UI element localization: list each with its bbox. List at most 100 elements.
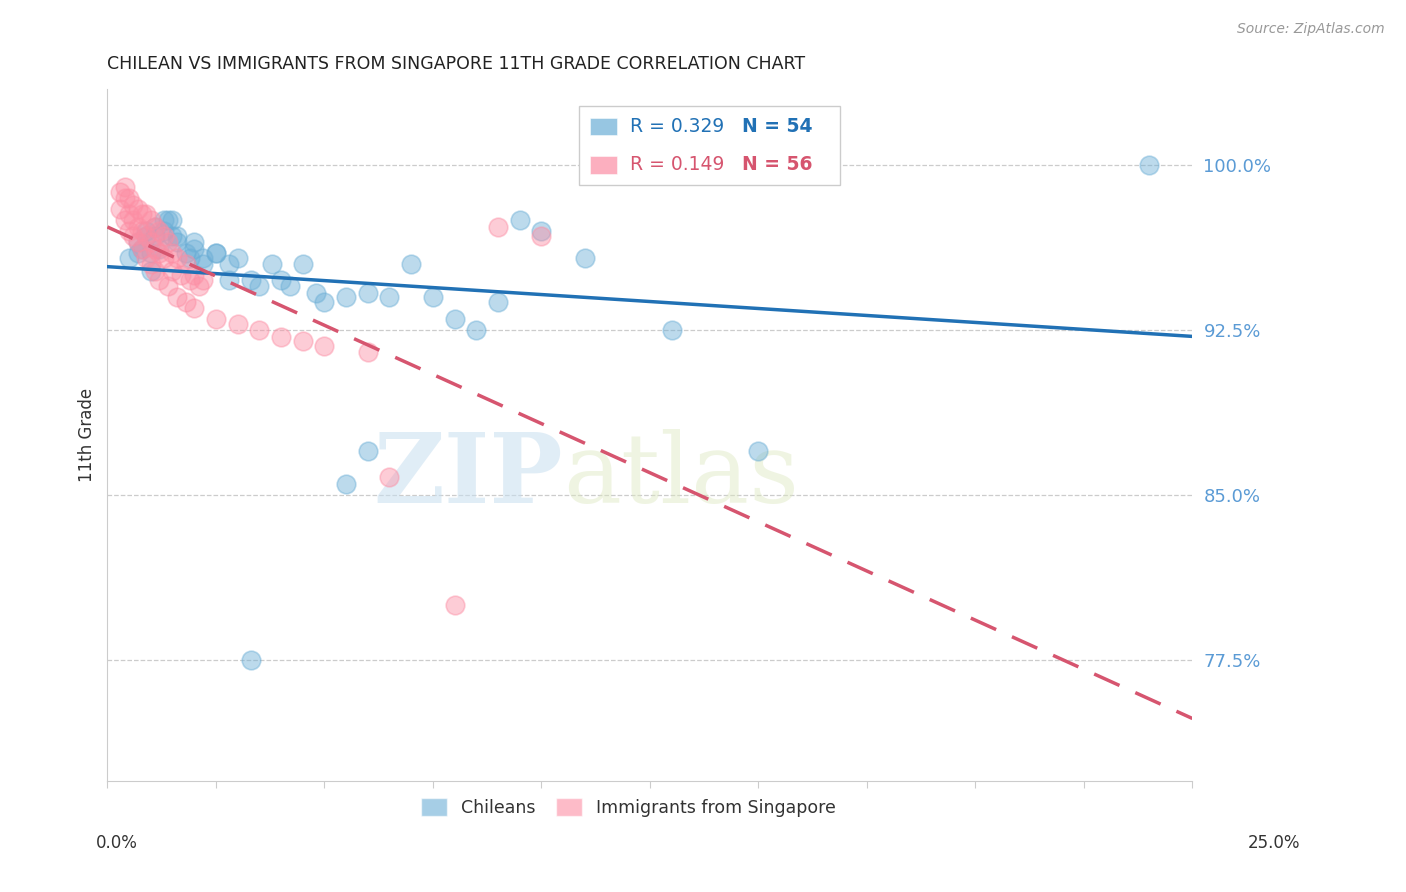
Point xyxy=(135,207,157,221)
Point xyxy=(262,257,284,271)
Point xyxy=(183,268,205,283)
Text: R = 0.149: R = 0.149 xyxy=(630,155,724,174)
Point xyxy=(357,444,380,458)
Point xyxy=(335,477,357,491)
Point xyxy=(191,257,214,271)
Point xyxy=(143,242,166,256)
Point xyxy=(135,224,157,238)
Point xyxy=(183,242,205,256)
Point xyxy=(162,228,184,243)
Point xyxy=(153,224,176,238)
Point xyxy=(226,251,249,265)
Point xyxy=(118,251,141,265)
Point xyxy=(218,257,240,271)
Point xyxy=(139,213,162,227)
Point xyxy=(110,202,132,217)
Point xyxy=(747,444,769,458)
Point xyxy=(131,224,153,238)
FancyBboxPatch shape xyxy=(579,106,839,186)
Point xyxy=(118,224,141,238)
Point xyxy=(122,213,145,227)
Point xyxy=(174,294,197,309)
Point xyxy=(153,213,176,227)
Point xyxy=(153,251,176,265)
Point xyxy=(247,279,270,293)
Point xyxy=(135,228,157,243)
Point xyxy=(191,251,214,265)
Point xyxy=(465,323,488,337)
Point xyxy=(114,213,136,227)
Text: ZIP: ZIP xyxy=(374,429,562,523)
Point xyxy=(127,219,149,234)
Point xyxy=(1137,159,1160,173)
Point xyxy=(218,273,240,287)
Point xyxy=(139,257,162,271)
Point xyxy=(127,235,149,250)
FancyBboxPatch shape xyxy=(591,156,617,174)
Point xyxy=(170,268,193,283)
Point xyxy=(135,228,157,243)
Point xyxy=(378,290,401,304)
Point xyxy=(166,228,188,243)
Point xyxy=(314,294,336,309)
Text: Source: ZipAtlas.com: Source: ZipAtlas.com xyxy=(1237,22,1385,37)
Text: CHILEAN VS IMMIGRANTS FROM SINGAPORE 11TH GRADE CORRELATION CHART: CHILEAN VS IMMIGRANTS FROM SINGAPORE 11T… xyxy=(107,55,806,73)
Point xyxy=(157,235,180,250)
Point xyxy=(143,219,166,234)
Point xyxy=(114,180,136,194)
Point xyxy=(131,242,153,256)
Point xyxy=(148,273,170,287)
Point xyxy=(148,242,170,256)
Point xyxy=(205,246,228,260)
Point xyxy=(239,273,262,287)
Point xyxy=(166,251,188,265)
Point xyxy=(314,338,336,352)
Point xyxy=(486,294,509,309)
Point xyxy=(143,228,166,243)
Point xyxy=(166,290,188,304)
Point xyxy=(530,224,553,238)
Point xyxy=(157,213,180,227)
Point xyxy=(143,264,166,278)
Point xyxy=(305,285,328,300)
Text: atlas: atlas xyxy=(562,429,799,523)
Point xyxy=(118,207,141,221)
Point xyxy=(486,219,509,234)
Text: N = 56: N = 56 xyxy=(742,155,813,174)
Point xyxy=(443,312,465,326)
Point xyxy=(127,202,149,217)
Point xyxy=(127,246,149,260)
Point xyxy=(148,246,170,260)
Point xyxy=(179,273,201,287)
Point xyxy=(187,279,209,293)
Point xyxy=(183,235,205,250)
Point xyxy=(122,228,145,243)
Point xyxy=(335,290,357,304)
Point xyxy=(162,264,184,278)
Point xyxy=(162,213,184,227)
Point xyxy=(153,228,176,243)
Point xyxy=(530,228,553,243)
Point xyxy=(166,235,188,250)
Point xyxy=(143,219,166,234)
Point xyxy=(422,290,444,304)
Point xyxy=(357,345,380,359)
Text: 25.0%: 25.0% xyxy=(1249,834,1301,852)
Point xyxy=(270,330,292,344)
Point xyxy=(205,246,228,260)
Point xyxy=(270,273,292,287)
Point xyxy=(135,251,157,265)
Point xyxy=(139,235,162,250)
Point xyxy=(110,185,132,199)
Point xyxy=(399,257,422,271)
Point xyxy=(291,257,314,271)
Point xyxy=(174,257,197,271)
Point xyxy=(139,264,162,278)
Point xyxy=(118,191,141,205)
Y-axis label: 11th Grade: 11th Grade xyxy=(79,387,96,482)
Point xyxy=(139,246,162,260)
Point xyxy=(131,207,153,221)
Legend: Chileans, Immigrants from Singapore: Chileans, Immigrants from Singapore xyxy=(413,791,842,824)
Text: R = 0.329: R = 0.329 xyxy=(630,118,724,136)
Point xyxy=(174,246,197,260)
